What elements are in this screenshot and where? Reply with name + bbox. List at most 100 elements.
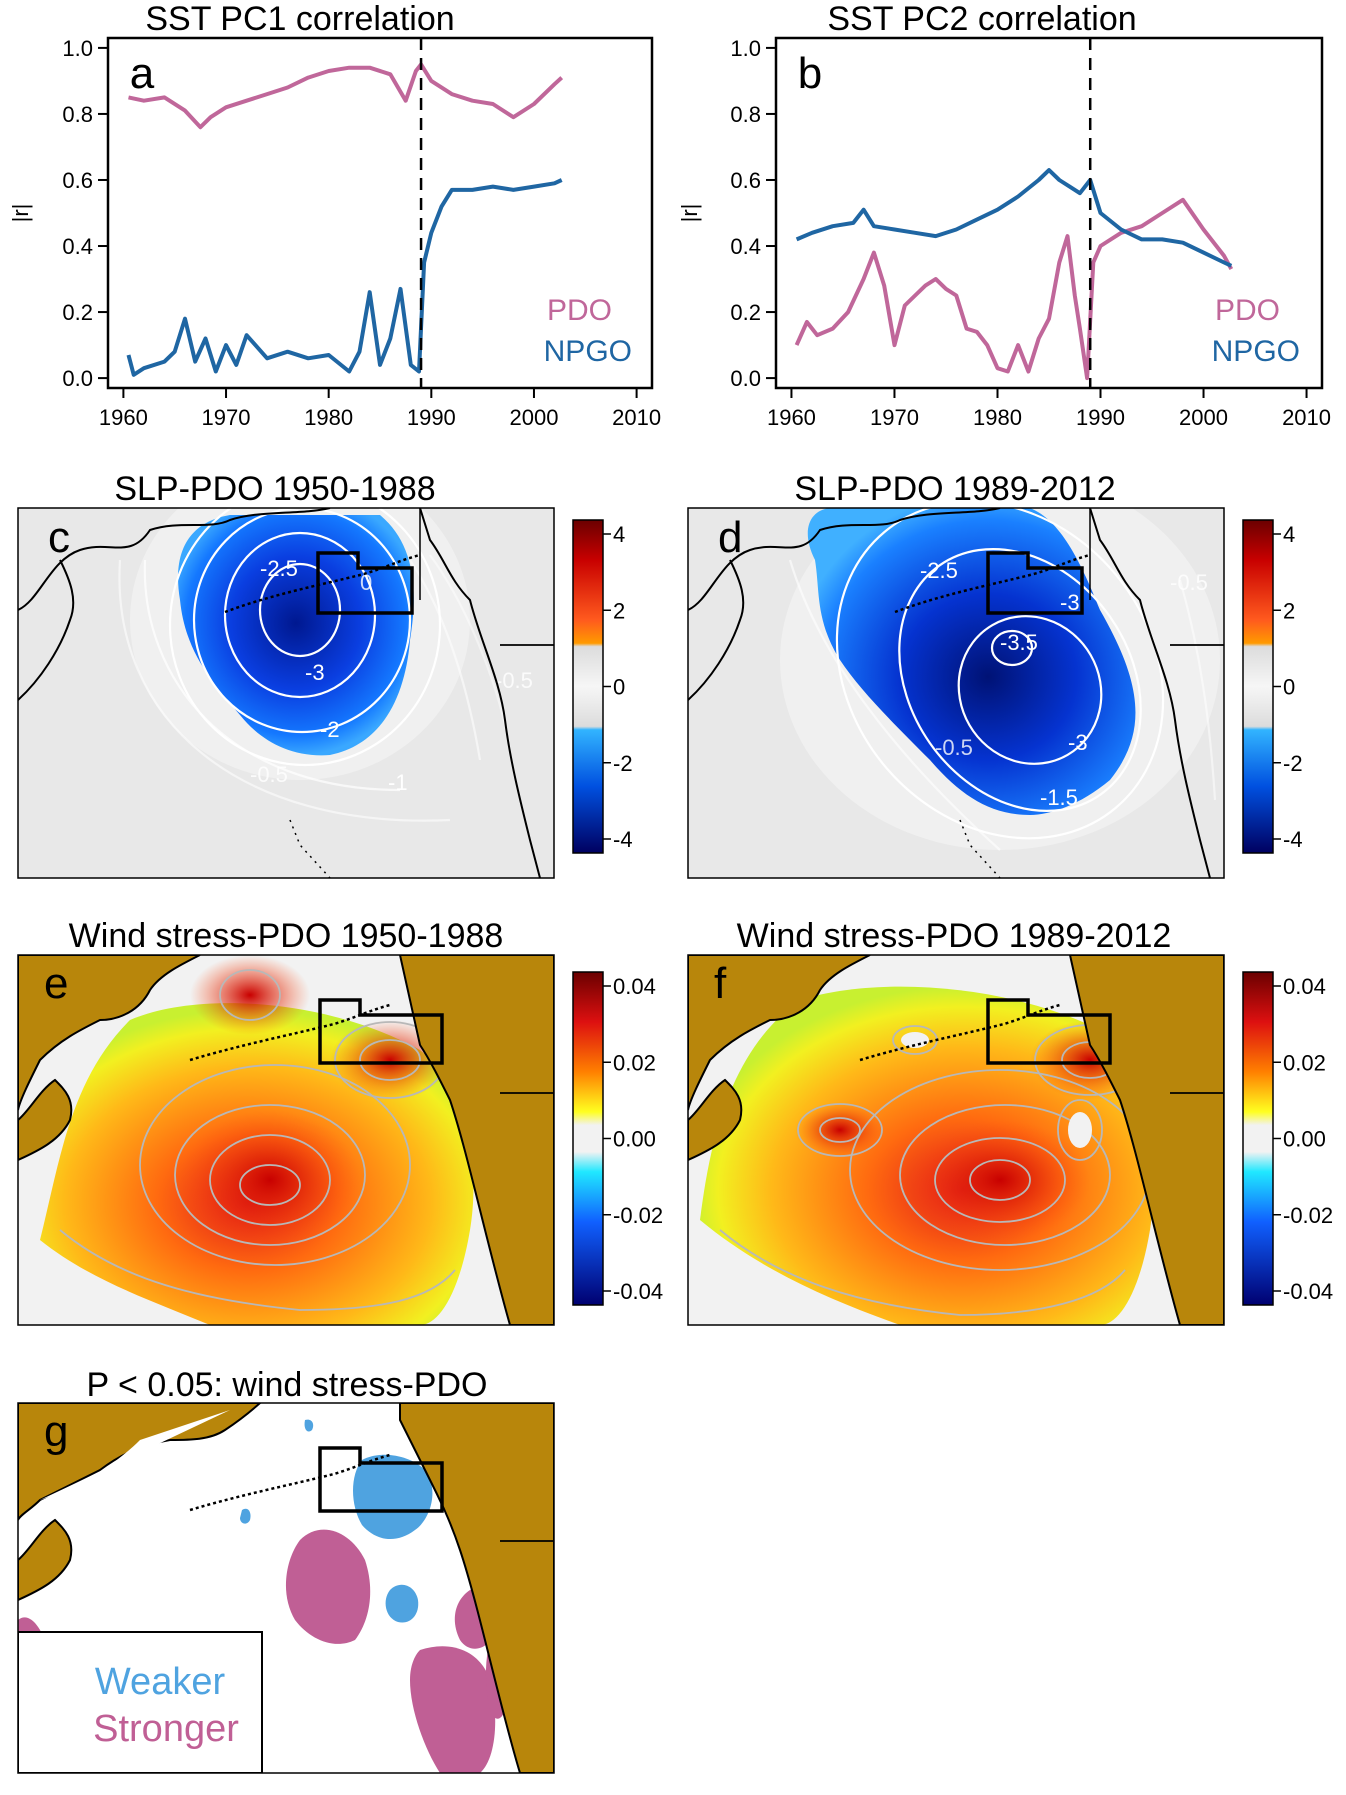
colorbar-tick-label: 4	[613, 522, 625, 547]
panel-e-max-region	[180, 1110, 360, 1250]
panel-e-island-chain	[189, 1003, 391, 1062]
x-tick-label: 1980	[973, 405, 1022, 430]
panel-c-title: SLP-PDO 1950-1988	[114, 470, 435, 508]
panel-b-title: SST PC2 correlation	[827, 0, 1136, 38]
y-tick-label: 0.4	[62, 234, 93, 259]
panel-c-letter: c	[48, 513, 70, 562]
x-tick-label: 1990	[407, 405, 456, 430]
panel-g-legend-box	[18, 1631, 263, 1773]
x-tick-label: 1980	[304, 405, 353, 430]
panel-f-low-region	[901, 1032, 929, 1048]
colorbar-tick-label: -4	[613, 827, 633, 852]
panel-d-contour-label: -3	[1068, 730, 1088, 755]
colorbar-tick-label: -4	[1283, 827, 1303, 852]
colorbar-tick-label: -2	[1283, 751, 1303, 776]
panel-d-study-box	[986, 551, 1084, 615]
panel-d-negative-anomaly	[807, 508, 1136, 815]
panel-g-weaker-regions	[240, 1419, 433, 1623]
y-tick-label: 1.0	[730, 36, 761, 61]
panel-e-colorbar-ticks: 0.04 0.02 0.00 -0.02 -0.04	[603, 974, 663, 1304]
panel-b-letter: b	[798, 49, 822, 98]
x-tick-label: 1960	[767, 405, 816, 430]
colorbar-tick-label: 2	[1283, 598, 1295, 623]
panel-a-legend-npgo: NPGO	[544, 335, 632, 368]
colorbar-tick-label: 4	[1283, 522, 1295, 547]
colorbar-tick-label: 0.02	[1283, 1050, 1326, 1075]
panel-g-title: P < 0.05: wind stress-PDO	[87, 1366, 488, 1404]
panel-g-study-box	[318, 1446, 444, 1513]
panel-d-frame	[687, 507, 1225, 879]
panel-c-contour-label: 0	[360, 570, 372, 595]
y-tick-label: 0.8	[730, 102, 761, 127]
panel-d-contour-label: -1.5	[1040, 785, 1078, 810]
panel-e-title: Wind stress-PDO 1950-1988	[69, 917, 504, 955]
panel-a-ylabel: |r|	[8, 204, 33, 223]
panel-a-legend-pdo: PDO	[547, 294, 612, 327]
series-line-pdo	[128, 62, 564, 130]
panel-g-frame	[17, 1402, 555, 1774]
colorbar-tick-label: -0.04	[1283, 1279, 1333, 1304]
panel-d-contour-label: -2.5	[920, 558, 958, 583]
panel-f-title: Wind stress-PDO 1989-2012	[737, 917, 1172, 955]
panel-f-colorbar	[1242, 971, 1274, 1306]
panel-c-contour-label: -1	[388, 770, 408, 795]
series-line-pdo	[794, 197, 1234, 381]
panel-e-colorbar	[572, 971, 604, 1306]
panel-d-slp-map: SLP-PDO 1989-2012 -2.5 -3 -3.5 -3 -1.5 -…	[687, 470, 1303, 879]
panel-b-ylabel: |r|	[677, 204, 702, 223]
panel-d-colorbar-ticks: 4 2 0 -2 -4	[1273, 522, 1303, 852]
colorbar-tick-label: 0	[613, 675, 625, 700]
series-line-npgo	[795, 168, 1233, 268]
x-tick-label: 2000	[1179, 405, 1228, 430]
colorbar-tick-label: 0.04	[1283, 974, 1326, 999]
series-line-npgo	[126, 178, 563, 377]
y-tick-label: 0.6	[62, 168, 93, 193]
panel-e-max-region	[190, 955, 310, 1035]
colorbar-tick-label: 0.00	[1283, 1127, 1326, 1152]
colorbar-tick-label: -0.02	[613, 1203, 663, 1228]
panel-e-frame	[17, 954, 555, 1326]
panel-c-slp-map: SLP-PDO 1950-1988 -2.5 -3 -2 -1 -0.5 -0.…	[17, 470, 633, 879]
panel-f-frame	[687, 954, 1225, 1326]
panel-b-legend-npgo: NPGO	[1212, 335, 1300, 368]
panel-g-legend-weaker: Weaker	[95, 1661, 226, 1703]
panel-e-study-box	[318, 998, 444, 1065]
y-tick-label: 0.4	[730, 234, 761, 259]
panel-a-axes: 1960 1970 1980 1990 2000 2010 0.0 0.2 0.4 0.6 0.8 1…	[62, 36, 661, 430]
panel-d-title: SLP-PDO 1989-2012	[794, 470, 1115, 508]
y-tick-label: 0.0	[730, 366, 761, 391]
panel-d-letter: d	[718, 513, 742, 562]
y-tick-label: 0.8	[62, 102, 93, 127]
y-tick-label: 0.6	[730, 168, 761, 193]
x-tick-label: 1970	[202, 405, 251, 430]
panel-g-legend-stronger: Stronger	[93, 1708, 239, 1750]
y-tick-label: 0.2	[62, 300, 93, 325]
panel-b-frame	[774, 36, 1324, 390]
x-tick-label: 1970	[870, 405, 919, 430]
panel-c-contour-label: -0.5	[495, 668, 533, 693]
colorbar-tick-label: 2	[613, 598, 625, 623]
panel-d-contour-label: -0.5	[1170, 570, 1208, 595]
panel-d-contour-label: -0.5	[935, 735, 973, 760]
colorbar-tick-label: -0.02	[1283, 1203, 1333, 1228]
panel-f-island-chain	[859, 1003, 1061, 1062]
panel-f-low-region	[1068, 1112, 1092, 1148]
panel-c-colorbar	[572, 519, 604, 854]
colorbar-tick-label: 0.02	[613, 1050, 656, 1075]
panel-b-line-chart: SST PC2 correlation b |r| 1960 1970 1980 19…	[677, 0, 1331, 430]
panel-f-letter: f	[714, 959, 727, 1008]
panel-c-colorbar-ticks: 4 2 0 -2 -4	[603, 522, 633, 852]
panel-d-contour-label: -3.5	[1000, 630, 1038, 655]
panel-c-contour-label: -3	[305, 660, 325, 685]
colorbar-tick-label: 0.00	[613, 1127, 656, 1152]
x-tick-label: 2010	[1282, 405, 1331, 430]
panel-e-land	[18, 955, 554, 1325]
colorbar-tick-label: 0.04	[613, 974, 656, 999]
panel-g-landmass-clear	[40, 1410, 230, 1500]
panel-d-colorbar	[1242, 519, 1274, 854]
panel-a-plot-area	[126, 38, 564, 388]
panel-c-study-box	[316, 551, 414, 615]
colorbar-tick-label: 0	[1283, 675, 1295, 700]
panel-d-contour-label: -3	[1060, 590, 1080, 615]
